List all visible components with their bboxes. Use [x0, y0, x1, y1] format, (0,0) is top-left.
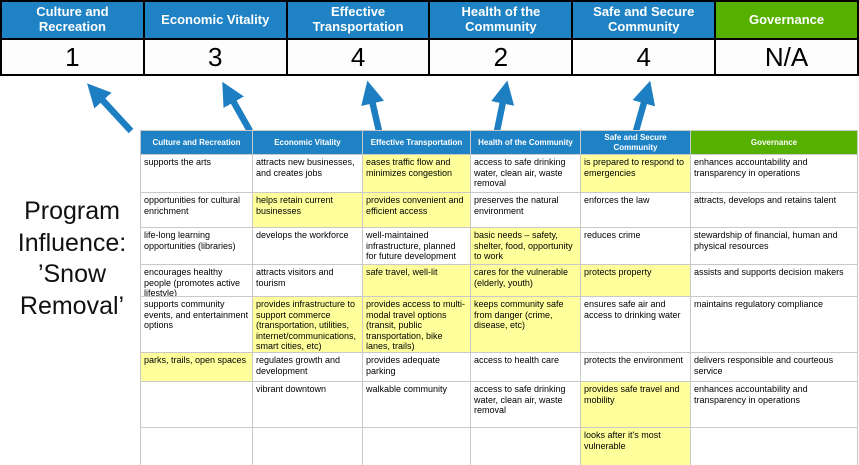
- matrix-header-economic-vitality: Economic Vitality: [253, 131, 363, 155]
- priority-header-economic-vitality: Economic Vitality: [144, 2, 286, 38]
- priority-header-culture-and-recreation: Culture and Recreation: [2, 2, 143, 38]
- influence-matrix: Culture and Recreation Economic Vitality E…: [140, 130, 858, 465]
- priority-header-safe-and-secure-community: Safe and Secure Community: [573, 2, 715, 38]
- matrix-cell-r3-c1: life-long learning opportunities (librar…: [141, 228, 253, 265]
- influence-score-safe-and-secure-community: 4: [573, 40, 715, 74]
- matrix-cell-r7-c4: access to safe drinking water, clean air…: [471, 382, 581, 428]
- up-arrow: [87, 83, 134, 134]
- matrix-cell-r8-c6: [691, 428, 858, 465]
- matrix-cell-r6-c2: regulates growth and development: [253, 353, 363, 382]
- matrix-cell-r6-c4: access to health care: [471, 353, 581, 382]
- matrix-cell-r7-c6: enhances accountability and transparency…: [691, 382, 858, 428]
- matrix-cell-r8-c1: [141, 428, 253, 465]
- influence-score-health-of-the-community: 2: [430, 40, 572, 74]
- matrix-cell-r4-c6: assists and supports decision makers: [691, 265, 858, 297]
- matrix-cell-r6-c5: protects the environment: [581, 353, 691, 382]
- matrix-cell-r1-c2: attracts new businesses, and creates job…: [253, 155, 363, 193]
- matrix-cell-r4-c5: protects property: [581, 265, 691, 297]
- priority-header-health-of-the-community: Health of the Community: [430, 2, 572, 38]
- matrix-cell-r5-c6: maintains regulatory compliance: [691, 297, 858, 353]
- influence-score-culture-and-recreation: 1: [2, 40, 143, 74]
- matrix-cell-r1-c6: enhances accountability and transparency…: [691, 155, 858, 193]
- matrix-header-safe-and-secure-community: Safe and Secure Community: [581, 131, 691, 155]
- matrix-cell-r7-c2: vibrant downtown: [253, 382, 363, 428]
- matrix-cell-r6-c1: parks, trails, open spaces: [141, 353, 253, 382]
- influence-score-effective-transportation: 4: [287, 40, 429, 74]
- matrix-cell-r1-c5: is prepared to respond to emergencies: [581, 155, 691, 193]
- matrix-cell-r3-c6: stewardship of financial, human and phys…: [691, 228, 858, 265]
- matrix-cell-r4-c1: encourages healthy people (promotes acti…: [141, 265, 253, 297]
- matrix-cell-r2-c3: provides convenient and efficient access: [363, 193, 471, 228]
- up-arrow: [361, 80, 385, 132]
- matrix-cell-r2-c4: preserves the natural environment: [471, 193, 581, 228]
- up-arrow: [632, 80, 656, 132]
- matrix-cell-r4-c3: safe travel, well-lit: [363, 265, 471, 297]
- influence-score-economic-vitality: 3: [144, 40, 286, 74]
- matrix-cell-r3-c5: reduces crime: [581, 228, 691, 265]
- matrix-cell-r8-c2: [253, 428, 363, 465]
- matrix-cell-r1-c3: eases traffic flow and minimizes congest…: [363, 155, 471, 193]
- matrix-header-governance: Governance: [691, 131, 858, 155]
- matrix-cell-r8-c5: looks after it's most vulnerable: [581, 428, 691, 465]
- matrix-cell-r2-c6: attracts, develops and retains talent: [691, 193, 858, 228]
- matrix-cell-r2-c2: helps retain current businesses: [253, 193, 363, 228]
- matrix-cell-r5-c5: ensures safe air and access to drinking …: [581, 297, 691, 353]
- matrix-header-effective-transportation: Effective Transportation: [363, 131, 471, 155]
- matrix-cell-r6-c3: provides adequate parking: [363, 353, 471, 382]
- matrix-cell-r8-c4: [471, 428, 581, 465]
- matrix-cell-r4-c4: cares for the vulnerable (elderly, youth…: [471, 265, 581, 297]
- priority-header-governance: Governance: [716, 2, 857, 38]
- matrix-cell-r3-c2: develops the workforce: [253, 228, 363, 265]
- matrix-cell-r1-c1: supports the arts: [141, 155, 253, 193]
- matrix-cell-r5-c2: provides infrastructure to support comme…: [253, 297, 363, 353]
- matrix-header-culture-and-recreation: Culture and Recreation: [141, 131, 253, 155]
- influence-score-governance: N/A: [716, 40, 857, 74]
- matrix-cell-r3-c3: well-maintained infrastructure, planned …: [363, 228, 471, 265]
- up-arrow: [491, 80, 515, 132]
- matrix-header-health-of-the-community: Health of the Community: [471, 131, 581, 155]
- matrix-cell-r4-c2: attracts visitors and tourism: [253, 265, 363, 297]
- program-title: Program Influence: ’Snow Removal’: [17, 197, 127, 320]
- matrix-cell-r7-c1: [141, 382, 253, 428]
- up-arrow: [222, 81, 253, 133]
- matrix-cell-r7-c3: walkable community: [363, 382, 471, 428]
- matrix-cell-r8-c3: [363, 428, 471, 465]
- matrix-cell-r1-c4: access to safe drinking water, clean air…: [471, 155, 581, 193]
- matrix-cell-r2-c5: enforces the law: [581, 193, 691, 228]
- matrix-cell-r3-c4: basic needs – safety, shelter, food, opp…: [471, 228, 581, 265]
- matrix-cell-r5-c4: keeps community safe from danger (crime,…: [471, 297, 581, 353]
- matrix-cell-r5-c1: supports community events, and entertain…: [141, 297, 253, 353]
- matrix-cell-r5-c3: provides access to multi-modal travel op…: [363, 297, 471, 353]
- matrix-cell-r6-c6: delivers responsible and courteous servi…: [691, 353, 858, 382]
- matrix-cell-r7-c5: provides safe travel and mobility: [581, 382, 691, 428]
- matrix-cell-r2-c1: opportunities for cultural enrichment: [141, 193, 253, 228]
- priority-header-effective-transportation: Effective Transportation: [287, 2, 429, 38]
- score-band: Culture and Recreation Economic Vitality E…: [0, 0, 859, 76]
